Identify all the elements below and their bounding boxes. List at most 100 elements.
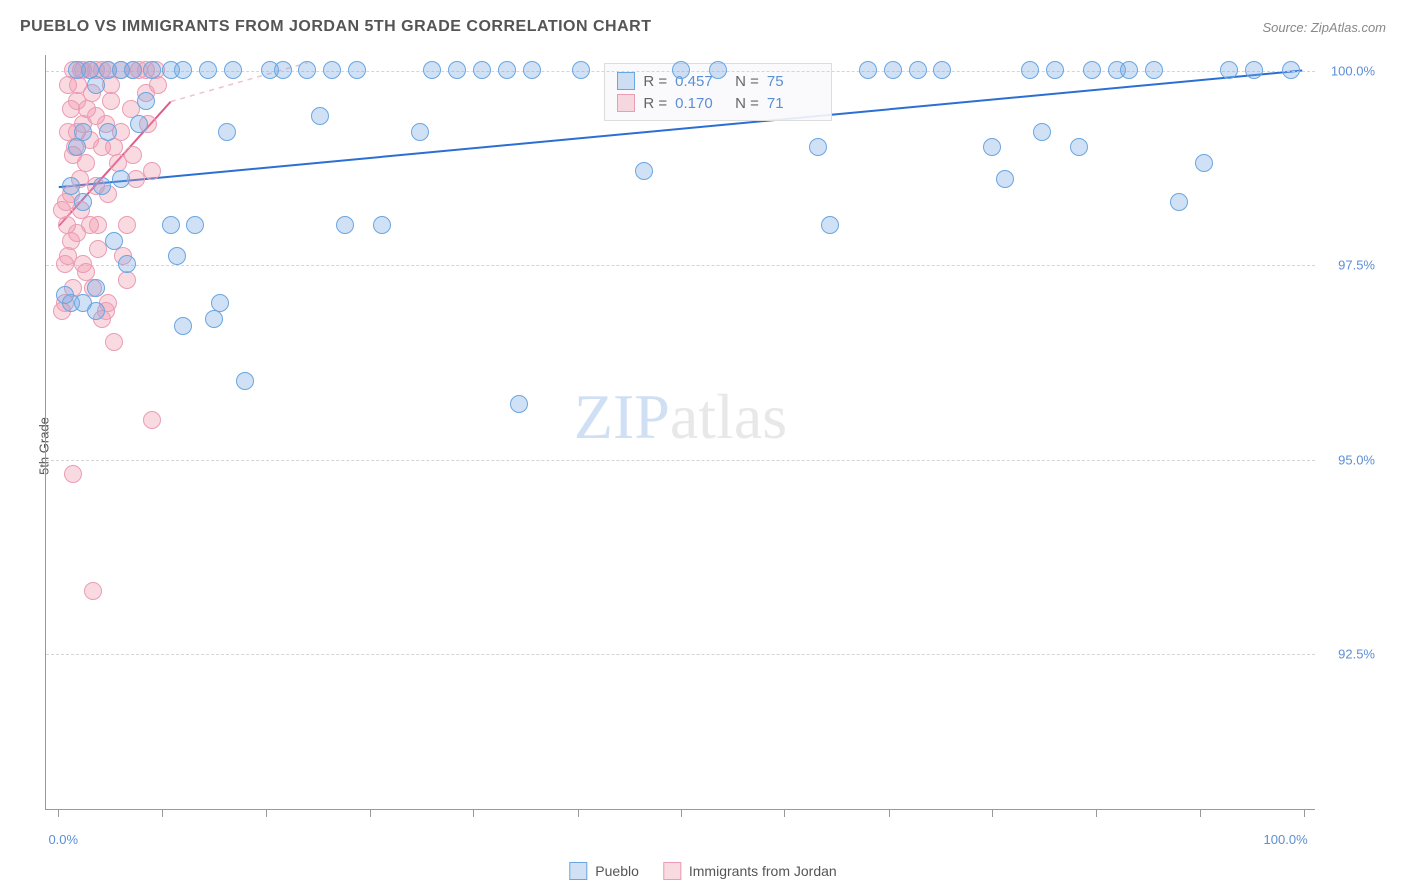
gridline [46, 460, 1315, 461]
data-point [143, 162, 161, 180]
data-point [112, 170, 130, 188]
data-point [348, 61, 366, 79]
data-point [298, 61, 316, 79]
data-point [77, 154, 95, 172]
stats-row: R = 0.170 N = 71 [617, 92, 819, 114]
legend-swatch [617, 72, 635, 90]
data-point [809, 138, 827, 156]
data-point [1046, 61, 1064, 79]
x-tick [889, 809, 890, 817]
data-point [105, 333, 123, 351]
y-tick-label: 97.5% [1338, 258, 1375, 273]
data-point [62, 177, 80, 195]
data-point [572, 61, 590, 79]
data-point [130, 115, 148, 133]
trend-lines [46, 55, 1315, 809]
data-point [168, 247, 186, 265]
data-point [373, 216, 391, 234]
data-point [89, 216, 107, 234]
data-point [149, 76, 167, 94]
source-label: Source: ZipAtlas.com [1262, 20, 1386, 35]
y-tick-label: 92.5% [1338, 647, 1375, 662]
chart-area: 5th Grade ZIPatlas R =0.457N =75R =0.170… [45, 55, 1386, 837]
data-point [859, 61, 877, 79]
data-point [933, 61, 951, 79]
legend-swatch [663, 862, 681, 880]
data-point [143, 61, 161, 79]
x-tick [370, 809, 371, 817]
legend-swatch [569, 862, 587, 880]
data-point [311, 107, 329, 125]
x-tick [58, 809, 59, 817]
data-point [87, 76, 105, 94]
legend-label: Immigrants from Jordan [689, 863, 837, 879]
data-point [473, 61, 491, 79]
data-point [1245, 61, 1263, 79]
data-point [1070, 138, 1088, 156]
data-point [64, 465, 82, 483]
data-point [411, 123, 429, 141]
x-tick [681, 809, 682, 817]
x-tick-label: 100.0% [1264, 832, 1308, 847]
data-point [523, 61, 541, 79]
gridline [46, 265, 1315, 266]
x-tick [784, 809, 785, 817]
data-point [218, 123, 236, 141]
data-point [1170, 193, 1188, 211]
x-tick [1304, 809, 1305, 817]
data-point [448, 61, 466, 79]
data-point [884, 61, 902, 79]
n-value: 75 [767, 73, 819, 90]
data-point [909, 61, 927, 79]
data-point [1021, 61, 1039, 79]
data-point [672, 61, 690, 79]
data-point [323, 61, 341, 79]
legend: Pueblo Immigrants from Jordan [569, 862, 836, 880]
data-point [224, 61, 242, 79]
legend-swatch [617, 94, 635, 112]
data-point [137, 92, 155, 110]
data-point [186, 216, 204, 234]
data-point [93, 177, 111, 195]
data-point [983, 138, 1001, 156]
data-point [118, 216, 136, 234]
data-point [510, 395, 528, 413]
data-point [124, 61, 142, 79]
legend-item: Immigrants from Jordan [663, 862, 837, 880]
data-point [1195, 154, 1213, 172]
data-point [821, 216, 839, 234]
data-point [174, 61, 192, 79]
data-point [87, 279, 105, 297]
r-label: R = [643, 95, 667, 112]
data-point [1120, 61, 1138, 79]
data-point [99, 123, 117, 141]
plot-area: ZIPatlas R =0.457N =75R =0.170N =71 92.5… [45, 55, 1315, 810]
legend-item: Pueblo [569, 862, 639, 880]
data-point [1033, 123, 1051, 141]
data-point [1083, 61, 1101, 79]
x-tick-label: 0.0% [48, 832, 78, 847]
x-tick [1200, 809, 1201, 817]
data-point [87, 302, 105, 320]
data-point [74, 123, 92, 141]
x-tick [162, 809, 163, 817]
gridline [46, 654, 1315, 655]
legend-label: Pueblo [595, 863, 639, 879]
n-value: 71 [767, 95, 819, 112]
x-tick [578, 809, 579, 817]
r-value: 0.170 [675, 95, 727, 112]
data-point [162, 216, 180, 234]
data-point [105, 232, 123, 250]
n-label: N = [735, 95, 759, 112]
data-point [74, 193, 92, 211]
data-point [423, 61, 441, 79]
data-point [1220, 61, 1238, 79]
data-point [118, 255, 136, 273]
data-point [68, 138, 86, 156]
x-tick [473, 809, 474, 817]
y-tick-label: 100.0% [1331, 63, 1375, 78]
data-point [236, 372, 254, 390]
data-point [635, 162, 653, 180]
n-label: N = [735, 73, 759, 90]
data-point [336, 216, 354, 234]
